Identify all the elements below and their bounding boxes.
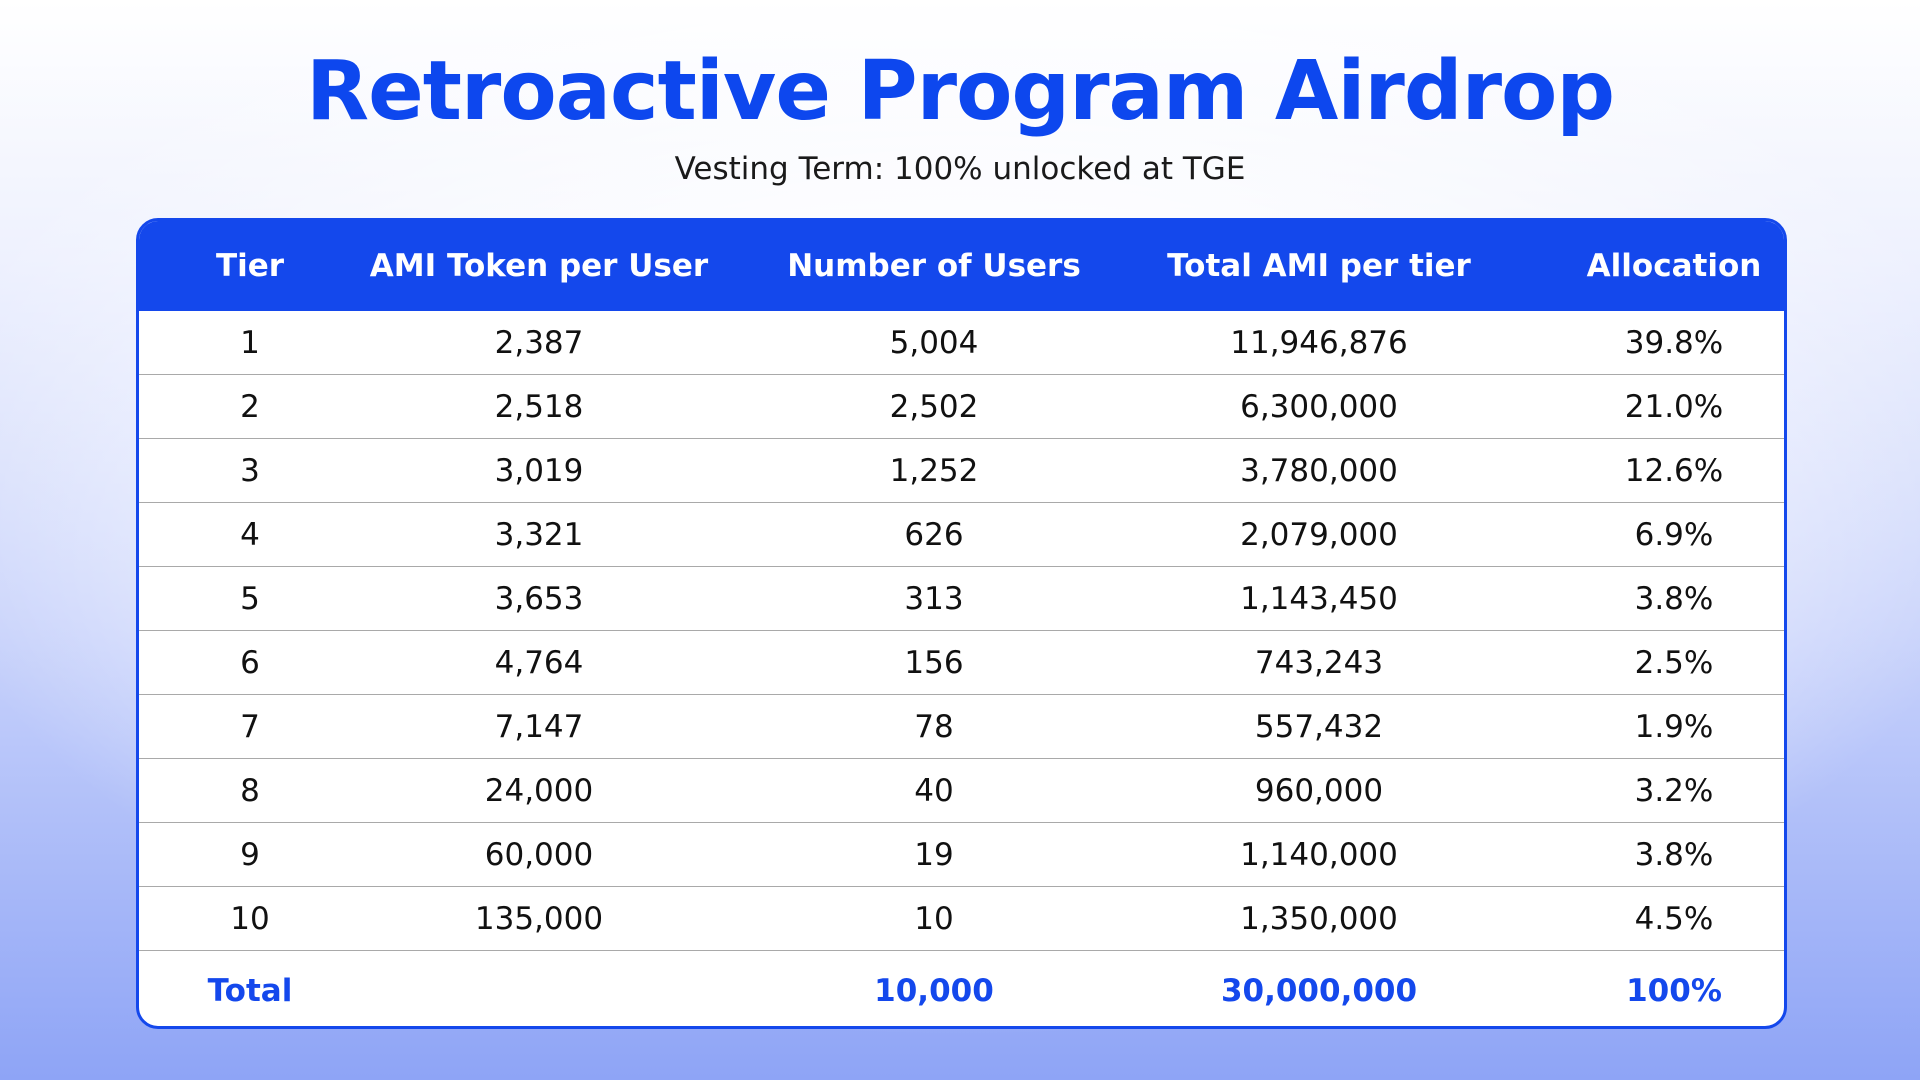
token-per-user-cell: 3,019 bbox=[494, 452, 584, 489]
header-number-of-users: Number of Users bbox=[787, 248, 1081, 284]
allocation-cell: 21.0% bbox=[1624, 388, 1724, 425]
table-row: 8 24,000 40 960,000 3.2% bbox=[139, 759, 1784, 823]
token-per-user-cell: 3,653 bbox=[494, 580, 584, 617]
total-allocation: 100% bbox=[1626, 972, 1722, 1009]
total-ami: 30,000,000 bbox=[1220, 972, 1418, 1009]
tier-cell: 7 bbox=[240, 708, 260, 745]
total-ami-cell: 1,143,450 bbox=[1240, 580, 1398, 617]
number-of-users-cell: 78 bbox=[914, 708, 954, 745]
total-ami-cell: 1,140,000 bbox=[1240, 836, 1398, 873]
total-ami-cell: 3,780,000 bbox=[1240, 452, 1398, 489]
allocation-cell: 12.6% bbox=[1624, 452, 1724, 489]
total-number-of-users: 10,000 bbox=[874, 972, 994, 1009]
header-tier: Tier bbox=[215, 248, 285, 284]
total-ami-cell: 557,432 bbox=[1254, 708, 1384, 745]
page-subtitle: Vesting Term: 100% unlocked at TGE bbox=[674, 151, 1246, 187]
header-ami-token-per-user: AMI Token per User bbox=[369, 248, 709, 284]
number-of-users-cell: 626 bbox=[904, 516, 964, 553]
table-row: 9 60,000 19 1,140,000 3.8% bbox=[139, 823, 1784, 887]
token-per-user-cell: 7,147 bbox=[494, 708, 584, 745]
token-per-user-cell: 2,518 bbox=[494, 388, 584, 425]
table-row: 6 4,764 156 743,243 2.5% bbox=[139, 631, 1784, 695]
total-label: Total bbox=[207, 972, 293, 1009]
header-total-ami-per-tier: Total AMI per tier bbox=[1167, 248, 1471, 284]
table-row: 3 3,019 1,252 3,780,000 12.6% bbox=[139, 439, 1784, 503]
allocation-cell: 4.5% bbox=[1634, 900, 1714, 937]
table-row: 5 3,653 313 1,143,450 3.8% bbox=[139, 567, 1784, 631]
number-of-users-cell: 5,004 bbox=[889, 324, 979, 361]
total-token-per-user-cell bbox=[384, 951, 694, 1026]
number-of-users-cell: 10 bbox=[914, 900, 954, 937]
table-header-row: Tier AMI Token per User Number of Users … bbox=[139, 221, 1784, 311]
allocation-cell: 39.8% bbox=[1624, 324, 1724, 361]
allocation-cell: 1.9% bbox=[1634, 708, 1714, 745]
tier-cell: 4 bbox=[240, 516, 260, 553]
total-ami-cell: 960,000 bbox=[1254, 772, 1384, 809]
allocation-cell: 3.2% bbox=[1634, 772, 1714, 809]
token-per-user-cell: 4,764 bbox=[494, 644, 584, 681]
token-per-user-cell: 2,387 bbox=[494, 324, 584, 361]
table-row: 10 135,000 10 1,350,000 4.5% bbox=[139, 887, 1784, 951]
number-of-users-cell: 1,252 bbox=[889, 452, 979, 489]
allocation-cell: 3.8% bbox=[1634, 836, 1714, 873]
table-row: 4 3,321 626 2,079,000 6.9% bbox=[139, 503, 1784, 567]
table-row: 1 2,387 5,004 11,946,876 39.8% bbox=[139, 311, 1784, 375]
tier-cell: 6 bbox=[240, 644, 260, 681]
page-title: Retroactive Program Airdrop bbox=[305, 44, 1615, 139]
number-of-users-cell: 313 bbox=[904, 580, 964, 617]
number-of-users-cell: 40 bbox=[914, 772, 954, 809]
table-row: 2 2,518 2,502 6,300,000 21.0% bbox=[139, 375, 1784, 439]
number-of-users-cell: 19 bbox=[914, 836, 954, 873]
tier-cell: 5 bbox=[240, 580, 260, 617]
tier-cell: 2 bbox=[240, 388, 260, 425]
token-per-user-cell: 135,000 bbox=[474, 900, 604, 937]
token-per-user-cell: 3,321 bbox=[494, 516, 584, 553]
total-ami-cell: 1,350,000 bbox=[1240, 900, 1398, 937]
tier-cell: 10 bbox=[230, 900, 270, 937]
number-of-users-cell: 2,502 bbox=[889, 388, 979, 425]
tier-cell: 1 bbox=[240, 324, 260, 361]
table-row: 7 7,147 78 557,432 1.9% bbox=[139, 695, 1784, 759]
tier-cell: 3 bbox=[240, 452, 260, 489]
token-per-user-cell: 60,000 bbox=[484, 836, 594, 873]
tier-cell: 8 bbox=[240, 772, 260, 809]
total-ami-cell: 11,946,876 bbox=[1230, 324, 1408, 361]
total-ami-cell: 743,243 bbox=[1254, 644, 1384, 681]
allocation-cell: 3.8% bbox=[1634, 580, 1714, 617]
allocation-cell: 2.5% bbox=[1634, 644, 1714, 681]
number-of-users-cell: 156 bbox=[904, 644, 964, 681]
airdrop-table: Tier AMI Token per User Number of Users … bbox=[136, 218, 1787, 1029]
allocation-cell: 6.9% bbox=[1634, 516, 1714, 553]
token-per-user-cell: 24,000 bbox=[484, 772, 594, 809]
total-ami-cell: 2,079,000 bbox=[1240, 516, 1398, 553]
header-allocation: Allocation bbox=[1586, 248, 1762, 284]
tier-cell: 9 bbox=[240, 836, 260, 873]
total-ami-cell: 6,300,000 bbox=[1240, 388, 1398, 425]
table-total-row: Total 10,000 30,000,000 100% bbox=[139, 951, 1784, 1026]
